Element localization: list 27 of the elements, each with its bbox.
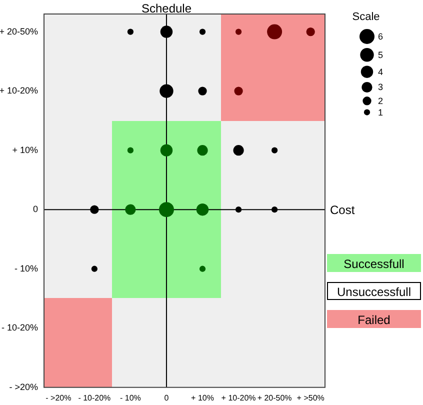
x-tick-label: - 10%	[120, 393, 141, 402]
y-tick-label: 0	[32, 204, 38, 214]
legend-label: 6	[378, 31, 384, 42]
legend-label: 3	[378, 82, 384, 92]
x-tick-label: + >50%	[296, 393, 324, 402]
legend-title: Scale	[352, 11, 380, 24]
y-tick-label: - 10%	[14, 263, 38, 274]
legend-label: 1	[378, 107, 384, 118]
y-tick-label: - 10-20%	[1, 322, 38, 333]
legend-label: 5	[378, 50, 384, 60]
y-tick-label: + 20-50%	[0, 26, 38, 36]
x-tick-label: + 10-20%	[221, 393, 256, 402]
status-key: Unsuccessfull	[327, 282, 421, 300]
ref-line-label: Schedule	[141, 1, 192, 16]
y-tick-label: + 10-20%	[0, 86, 38, 96]
y-tick-label: - >20%	[9, 382, 38, 392]
ref-line-label: Cost	[330, 202, 356, 217]
x-tick-label: + 20-50%	[257, 393, 292, 402]
status-key: Failed	[327, 310, 421, 328]
legend-label: 4	[378, 66, 384, 77]
x-tick-label: + 10%	[191, 393, 214, 402]
x-tick-label: - 10-20%	[78, 393, 111, 402]
x-tick-label: - >20%	[46, 393, 72, 402]
y-tick-label: + 10%	[12, 144, 38, 155]
x-tick-label: 0	[164, 393, 170, 402]
legend-label: 2	[378, 96, 384, 106]
status-key: Successfull	[327, 254, 421, 272]
